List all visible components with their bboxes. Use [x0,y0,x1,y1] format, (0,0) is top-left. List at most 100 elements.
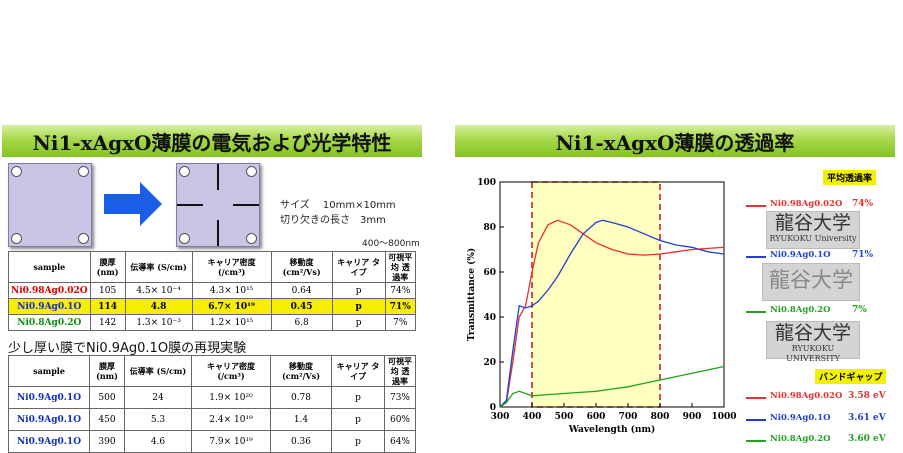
properties-table: sample 膜厚 (nm) 伝導率 (S/cm) キャリア密度 (/cm³) … [8,251,417,331]
x-tick-label: 1000 [711,412,736,422]
legend-label: Ni0.9Ag0.1O [770,250,831,260]
sample-cell: Ni0.9Ag0.1O [8,298,91,315]
table-header-cell: 可視平均 透過率 [384,251,417,283]
university-logo: 龍谷大学 [762,263,860,301]
legend-label: Ni0.9Ag0.1O [770,413,831,423]
substrate-cut [176,163,260,247]
y-tick-label: 80 [483,223,496,233]
table-cell: 0.36 [270,430,332,453]
corner-hole [179,166,190,177]
sample-cell: Ni0.9Ag0.1O [8,408,90,431]
table-header-cell: キャリア密度 (/cm³) [191,251,272,283]
table-row-highlighted: Ni0.9Ag0.1O 114 4.8 6.7× 10¹⁹ 0.45 p 71% [8,298,417,315]
table-cell: 142 [89,314,126,331]
range-note: 400～800nm [362,239,420,249]
logo-kanji: 龍谷大学 [774,322,851,344]
legend-label: Ni0.8Ag0.2O [770,305,831,315]
corner-hole [246,233,257,244]
x-tick-label: 700 [619,412,638,422]
sample-cell: Ni0.98Ag0.02O [8,282,91,299]
table-header-cell: 移動度 (cm²/Vs) [270,251,333,283]
table-cell: 0.64 [270,282,333,299]
table-cell: p [331,430,385,453]
table-cell: 0.45 [270,298,333,315]
table-cell: p [331,408,385,431]
substrate-plain [8,163,92,247]
y-tick-label: 60 [483,268,496,278]
cut-bottom [217,220,219,246]
logo-university: RYUKOKU University [769,234,857,243]
table-cell: 4.8 [124,298,193,315]
visible-range-highlight [532,182,660,407]
cut-top [217,164,219,190]
legend-swatch [746,256,766,258]
cut-right [233,204,259,206]
logo-university: RYUKOKU UNIVERSITY [786,344,840,363]
legend-swatch [746,440,766,442]
sample-cell: Ni0.9Ag0.1O [8,430,90,453]
table-cell: 1.2× 10¹⁵ [191,314,272,331]
band-gap-value: 3.60 eV [848,434,886,444]
table-cell: 7% [384,314,417,331]
size-note: サイズ 10mm×10mm [280,200,396,211]
table-header-cell: 伝導率 (S/cm) [124,355,192,387]
table-cell: 450 [89,408,125,431]
table-cell: 1.4 [270,408,332,431]
logo-kanji: 龍谷大学 [769,268,853,292]
logo-kanji: 龍谷大学 [774,212,851,234]
table-cell: p [331,298,386,315]
table-header-cell: sample [8,251,91,283]
right-title: Ni1-xAgxO薄膜の透過率 [555,130,795,155]
sample-cell: Ni0.8Ag0.2O [8,314,91,331]
corner-hole [11,166,22,177]
plot-frame [499,181,725,408]
left-title: Ni1-xAgxO薄膜の電気および光学特性 [32,130,392,155]
corner-hole [78,166,89,177]
legend-percent: 71% [852,250,874,260]
table-cell: 5.3 [124,408,192,431]
university-logo: 龍谷大学 RYUKOKU UNIVERSITY [766,321,860,363]
band-gap-value: 3.58 eV [848,391,886,401]
table-cell: p [331,386,385,409]
legend-label: Ni0.8Ag0.2O [770,434,831,444]
table-cell: p [331,282,386,299]
table-row: Ni0.9Ag0.1O 390 4.6 7.9× 10¹⁹ 0.36 p 64% [8,430,416,453]
corner-hole [246,166,257,177]
series-line [499,365,725,408]
average-transmittance-tag: 平均透過率 [823,170,877,185]
x-tick-label: 500 [555,412,574,422]
table-cell: 4.3× 10¹⁵ [191,282,272,299]
band-gap-value: 3.61 eV [848,413,886,423]
table-cell: 4.6 [124,430,192,453]
corner-hole [78,233,89,244]
x-tick-label: 400 [523,412,542,422]
series-line [499,219,725,408]
table-header-cell: 移動度 (cm²/Vs) [270,355,332,387]
x-axis-label: Wavelength (nm) [568,424,656,435]
table-cell: 7.9× 10¹⁹ [191,430,271,453]
right-title-banner: Ni1-xAgxO薄膜の透過率 [455,125,895,157]
table-header-cell: 膜厚 (nm) [89,355,125,387]
series-line [499,219,725,408]
table-header-cell: 膜厚 (nm) [89,251,126,283]
table-cell: 73% [384,386,416,409]
table-cell: 4.5× 10⁻⁴ [124,282,193,299]
corner-hole [11,233,22,244]
table-header-cell: sample [8,355,90,387]
table-header-row: sample 膜厚 (nm) 伝導率 (S/cm) キャリア密度 (/cm³) … [8,251,417,283]
replication-table: sample 膜厚 (nm) 伝導率 (S/cm) キャリア密度 (/cm³) … [8,355,416,453]
table-cell: 105 [89,282,126,299]
sample-cell: Ni0.9Ag0.1O [8,386,90,409]
cut-left [177,204,203,206]
table-cell: p [331,314,386,331]
table-row: Ni0.8Ag0.2O 142 1.3× 10⁻³ 1.2× 10¹⁵ 6.8 … [8,314,417,331]
table-row: Ni0.9Ag0.1O 500 24 1.9× 10²⁰ 0.78 p 73% [8,386,416,409]
legend-swatch [746,419,766,421]
table-cell: 2.4× 10¹⁹ [191,408,271,431]
y-tick-label: 40 [483,313,496,323]
table-cell: 74% [384,282,417,299]
replication-subtitle: 少し厚い膜でNi0.9Ag0.1O膜の再現実験 [8,341,247,356]
x-tick-label: 900 [683,412,702,422]
y-axis-label: Transmittance (%) [466,248,477,341]
table-cell: 6.7× 10¹⁹ [191,298,272,315]
